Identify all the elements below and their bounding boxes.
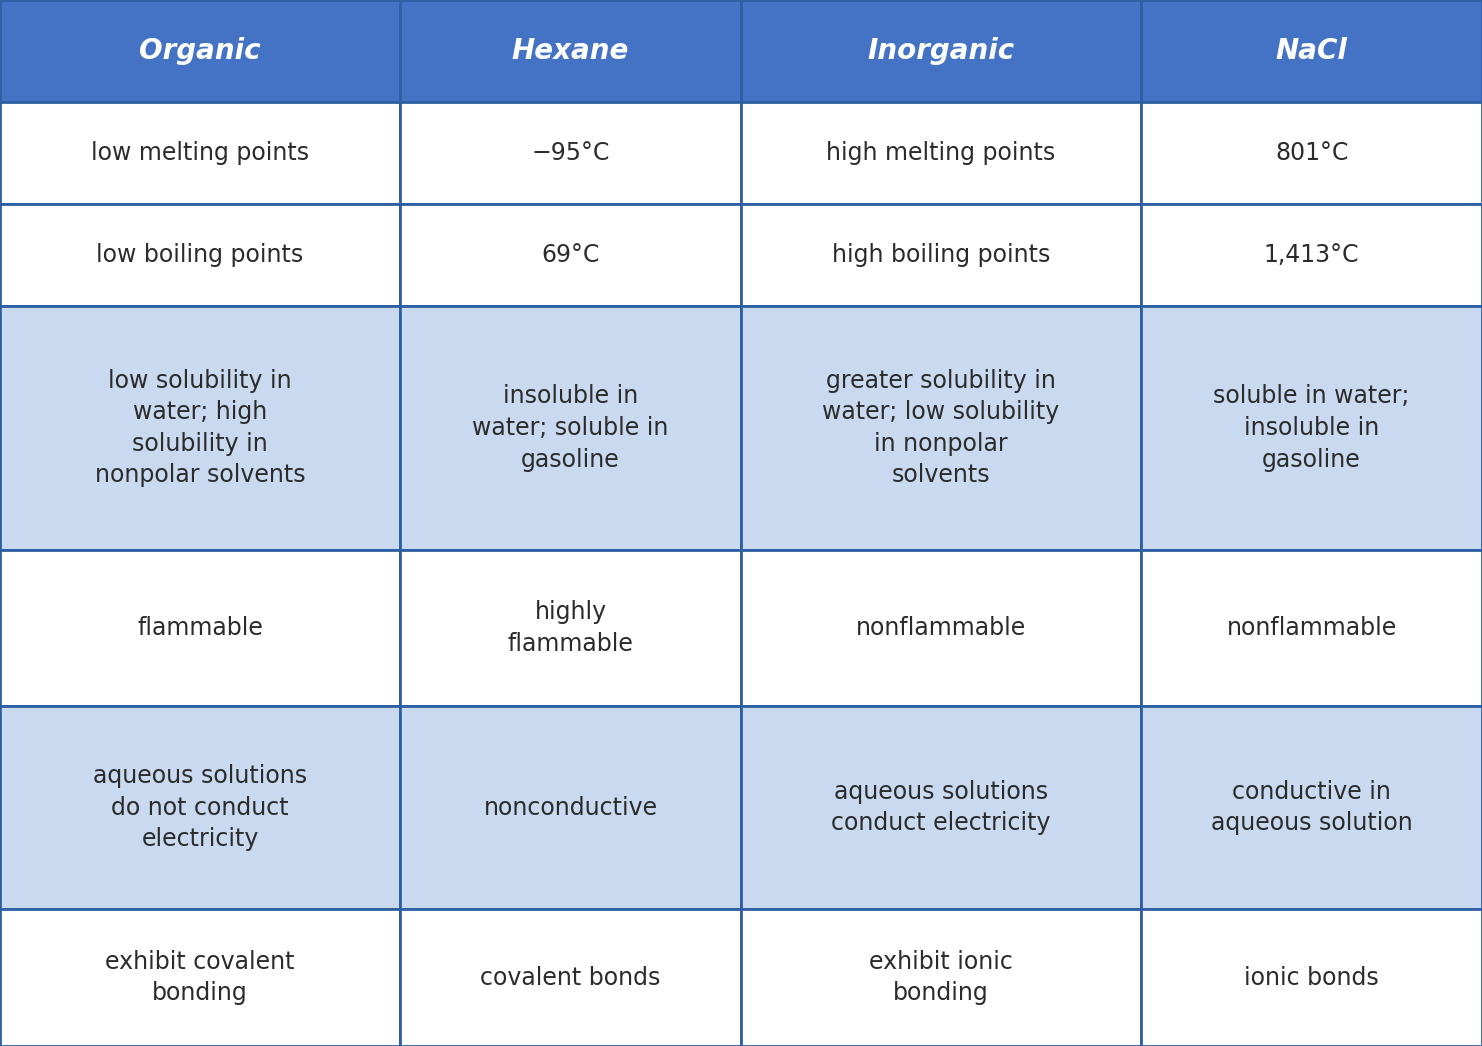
Bar: [400, 204, 741, 306]
Bar: [741, 0, 1141, 103]
Text: conductive in
aqueous solution: conductive in aqueous solution: [1211, 780, 1412, 836]
Bar: [400, 909, 741, 1046]
Text: Organic: Organic: [139, 37, 261, 65]
Bar: [1141, 549, 1482, 706]
Text: high melting points: high melting points: [827, 141, 1055, 165]
Text: low solubility in
water; high
solubility in
nonpolar solvents: low solubility in water; high solubility…: [95, 368, 305, 487]
Text: low boiling points: low boiling points: [96, 243, 304, 267]
Text: soluble in water;
insoluble in
gasoline: soluble in water; insoluble in gasoline: [1214, 384, 1409, 472]
Bar: [1141, 204, 1482, 306]
Bar: [0, 103, 400, 204]
Text: NaCl: NaCl: [1276, 37, 1347, 65]
Bar: [0, 204, 400, 306]
Bar: [0, 706, 400, 909]
Text: nonflammable: nonflammable: [857, 616, 1026, 640]
Bar: [0, 306, 400, 549]
Bar: [741, 909, 1141, 1046]
Bar: [400, 0, 741, 103]
Text: low melting points: low melting points: [90, 141, 310, 165]
Text: insoluble in
water; soluble in
gasoline: insoluble in water; soluble in gasoline: [473, 384, 668, 472]
Text: 801°C: 801°C: [1275, 141, 1349, 165]
Bar: [0, 909, 400, 1046]
Bar: [400, 103, 741, 204]
Text: flammable: flammable: [138, 616, 262, 640]
Bar: [400, 306, 741, 549]
Text: ionic bonds: ionic bonds: [1245, 965, 1378, 990]
Bar: [741, 549, 1141, 706]
Bar: [1141, 0, 1482, 103]
Bar: [0, 0, 400, 103]
Text: nonflammable: nonflammable: [1227, 616, 1396, 640]
Bar: [400, 706, 741, 909]
Text: nonconductive: nonconductive: [483, 796, 658, 820]
Text: Inorganic: Inorganic: [867, 37, 1015, 65]
Bar: [741, 306, 1141, 549]
Text: 69°C: 69°C: [541, 243, 600, 267]
Bar: [1141, 706, 1482, 909]
Bar: [741, 103, 1141, 204]
Bar: [400, 549, 741, 706]
Text: −95°C: −95°C: [532, 141, 609, 165]
Bar: [741, 706, 1141, 909]
Text: greater solubility in
water; low solubility
in nonpolar
solvents: greater solubility in water; low solubil…: [823, 368, 1060, 487]
Text: aqueous solutions
conduct electricity: aqueous solutions conduct electricity: [831, 780, 1051, 836]
Bar: [1141, 103, 1482, 204]
Bar: [1141, 909, 1482, 1046]
Text: highly
flammable: highly flammable: [508, 600, 633, 656]
Text: aqueous solutions
do not conduct
electricity: aqueous solutions do not conduct electri…: [93, 764, 307, 851]
Text: exhibit covalent
bonding: exhibit covalent bonding: [105, 950, 295, 1005]
Bar: [1141, 306, 1482, 549]
Text: covalent bonds: covalent bonds: [480, 965, 661, 990]
Text: Hexane: Hexane: [511, 37, 630, 65]
Bar: [741, 204, 1141, 306]
Text: high boiling points: high boiling points: [831, 243, 1051, 267]
Bar: [0, 549, 400, 706]
Text: exhibit ionic
bonding: exhibit ionic bonding: [868, 950, 1014, 1005]
Text: 1,413°C: 1,413°C: [1264, 243, 1359, 267]
